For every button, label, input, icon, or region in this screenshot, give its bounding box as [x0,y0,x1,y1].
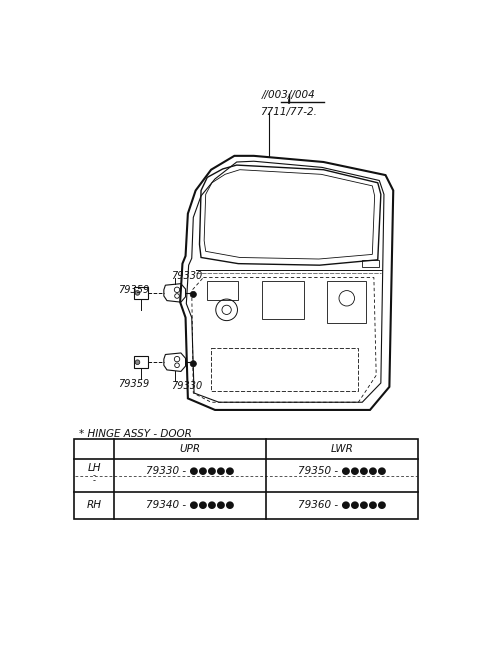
Text: 79360 - ●●●●●: 79360 - ●●●●● [298,501,386,510]
Bar [327,281,366,323]
Bar [211,348,359,391]
Text: * HINGE ASSY - DOOR: * HINGE ASSY - DOOR [79,429,192,439]
Bar [262,281,304,319]
Circle shape [135,290,140,295]
Bar [207,281,238,300]
Text: 79350 - ●●●●●: 79350 - ●●●●● [298,466,386,476]
Text: -: - [93,476,96,485]
Text: 79330: 79330 [171,382,202,392]
Text: //003//004: //003//004 [262,89,315,100]
Text: -: - [93,470,96,480]
Text: 79340 - ●●●●●: 79340 - ●●●●● [146,501,234,510]
Text: 79359: 79359 [118,285,149,295]
Text: LWR: LWR [331,444,354,454]
Circle shape [190,361,196,367]
Bar [133,356,147,369]
Text: UPR: UPR [180,444,201,454]
Text: 79330 - ●●●●●: 79330 - ●●●●● [146,466,234,476]
Circle shape [135,360,140,365]
Bar [133,286,147,299]
Bar [74,439,418,519]
Text: 7711/77-2.: 7711/77-2. [260,107,317,118]
Text: 79330: 79330 [171,271,202,281]
Bar [362,260,379,267]
Text: 79359: 79359 [118,379,149,389]
Circle shape [190,291,196,298]
Text: LH: LH [87,463,101,473]
Text: RH: RH [86,501,102,510]
